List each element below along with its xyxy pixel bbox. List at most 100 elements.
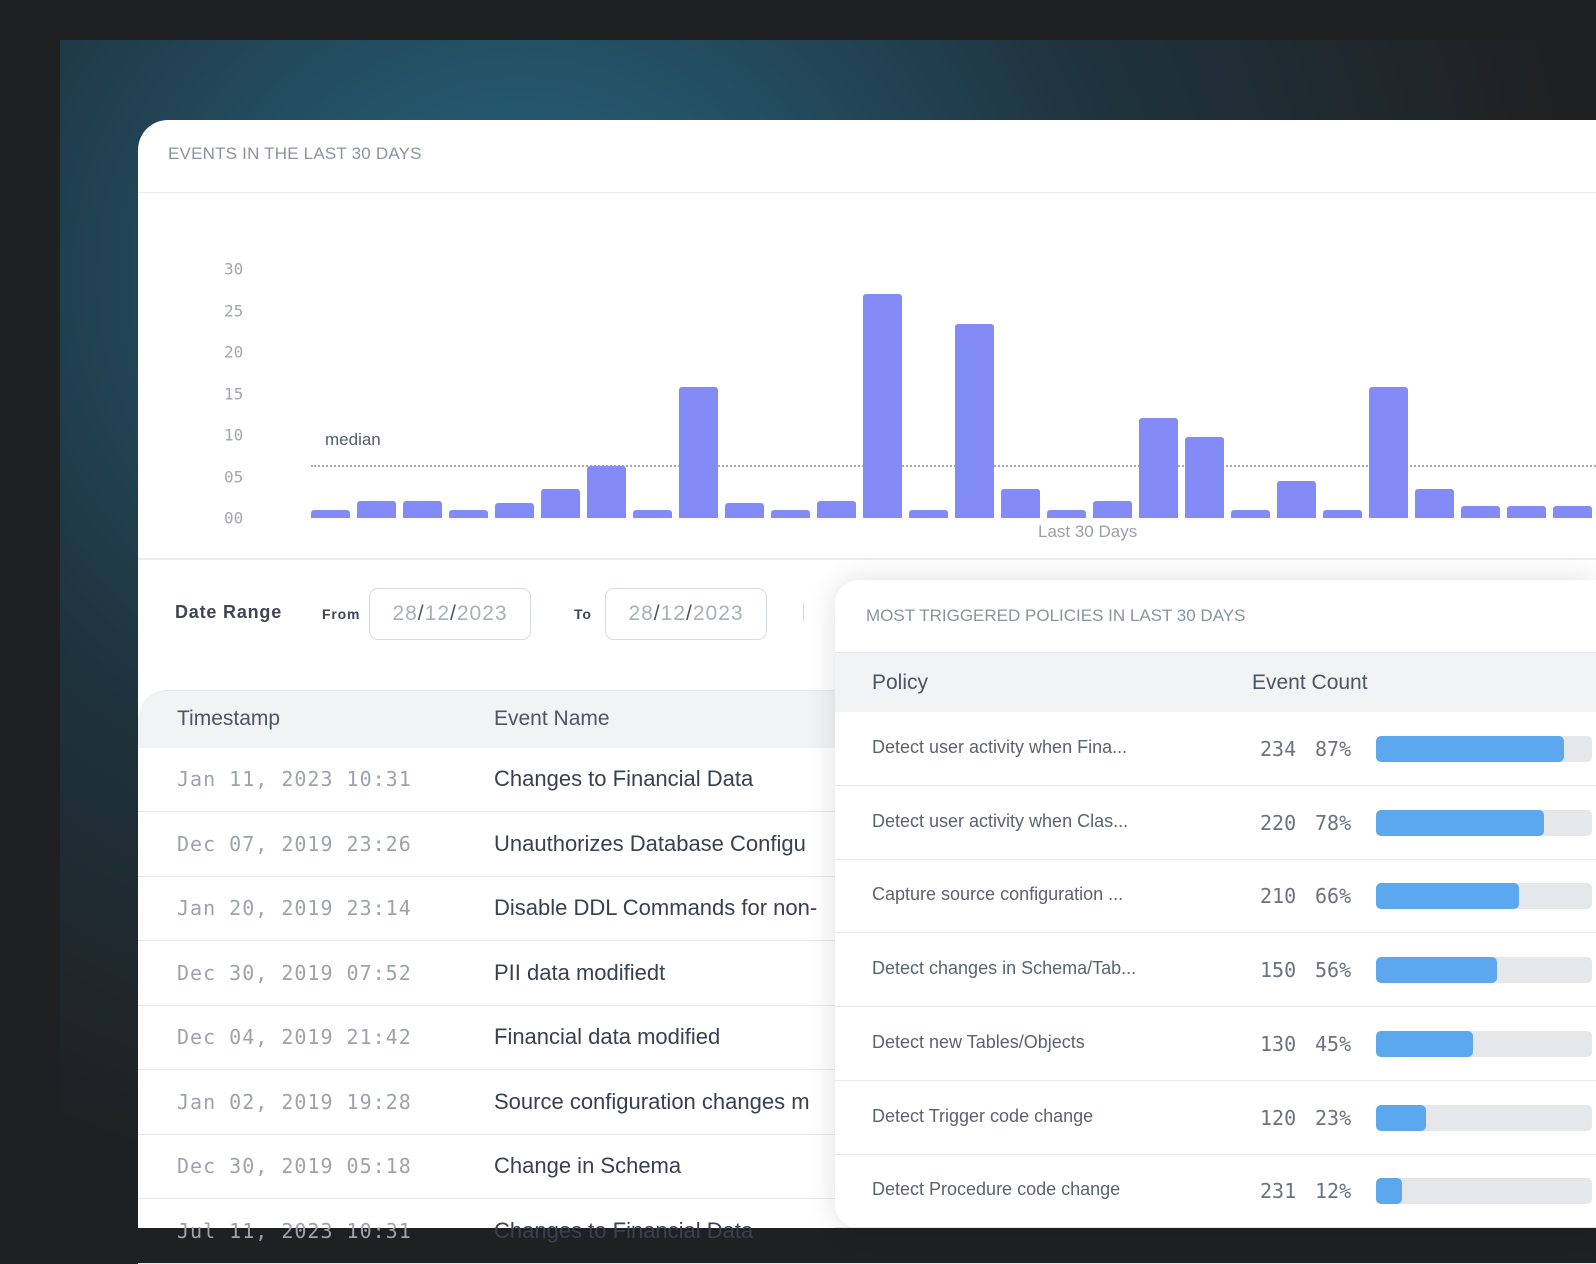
bar[interactable]	[311, 509, 350, 518]
progress-fill	[1376, 1178, 1402, 1205]
policy-name: Detect changes in Schema/Tab...	[872, 958, 1137, 979]
header-event-count[interactable]: Event Count	[1252, 671, 1368, 694]
from-label: From	[322, 606, 361, 622]
from-month: 12	[424, 602, 450, 625]
bar[interactable]	[1553, 505, 1592, 518]
event-name: Unauthorizes Database Configu	[494, 830, 806, 856]
y-tick-label: 20	[224, 342, 244, 362]
bar[interactable]	[1047, 509, 1086, 518]
median-line	[311, 464, 1596, 467]
x-axis-label: Last 30 Days	[1038, 522, 1138, 541]
bar[interactable]	[1323, 509, 1362, 518]
timestamp: Dec 30, 2019 07:52	[177, 960, 412, 985]
bar[interactable]	[587, 465, 626, 518]
bar[interactable]	[1461, 505, 1500, 518]
event-percent: 23%	[1315, 1105, 1352, 1130]
progress-fill	[1376, 1104, 1426, 1131]
policy-name: Detect user activity when Fina...	[872, 737, 1128, 757]
header-timestamp[interactable]: Timestamp	[177, 707, 281, 730]
policy-name: Detect user activity when Clas...	[872, 810, 1129, 831]
bar[interactable]	[1415, 488, 1454, 518]
policy-row[interactable]: Detect user activity when Fina... 234 87%	[835, 712, 1596, 786]
event-count: 234	[1260, 737, 1297, 761]
progress-bar	[1376, 809, 1592, 836]
policy-name: Detect Procedure code change	[872, 1179, 1121, 1200]
event-percent: 45%	[1315, 1031, 1352, 1056]
bar[interactable]	[909, 509, 948, 518]
bar[interactable]	[1093, 501, 1132, 518]
event-percent: 56%	[1315, 958, 1352, 983]
bar[interactable]	[633, 509, 672, 518]
to-year: 2023	[692, 602, 744, 625]
bar[interactable]	[1507, 505, 1546, 518]
policy-row[interactable]: Detect new Tables/Objects 130 45%	[835, 1007, 1596, 1081]
bar[interactable]	[863, 293, 902, 518]
event-count: 120	[1260, 1105, 1297, 1130]
policy-row[interactable]: Detect changes in Schema/Tab... 150 56%	[835, 933, 1596, 1008]
event-name: Changes to Financial Data	[494, 1217, 754, 1243]
bar[interactable]	[1231, 509, 1270, 518]
progress-fill	[1376, 809, 1545, 836]
divider	[138, 192, 1596, 193]
event-count: 130	[1260, 1031, 1297, 1056]
policies-table-header: Policy Event Count	[835, 652, 1596, 712]
y-tick-label: 00	[224, 508, 244, 528]
progress-bar	[1376, 1178, 1592, 1205]
policy-name: Detect new Tables/Objects	[872, 1031, 1085, 1052]
progress-fill	[1376, 957, 1497, 984]
timestamp: Jan 20, 2019 23:14	[177, 896, 412, 920]
bar[interactable]	[679, 386, 718, 518]
bar[interactable]	[725, 503, 764, 518]
event-percent: 12%	[1315, 1179, 1352, 1204]
policy-name: Capture source configuration ...	[872, 884, 1124, 905]
bar[interactable]	[955, 323, 994, 518]
policies-panel: MOST TRIGGERED POLICIES IN LAST 30 DAYS …	[835, 580, 1596, 1229]
bar[interactable]	[1369, 386, 1408, 518]
timestamp: Dec 30, 2019 05:18	[177, 1154, 412, 1178]
separator	[803, 603, 804, 621]
policy-row[interactable]: Detect Trigger code change 120 23%	[835, 1081, 1596, 1155]
event-name: PII data modifiedt	[494, 959, 666, 985]
event-count: 220	[1260, 810, 1297, 835]
date-range-label: Date Range	[175, 602, 283, 622]
y-tick-label: 10	[224, 425, 244, 445]
bar[interactable]	[1139, 418, 1178, 518]
from-date-input[interactable]: 28/12/2023	[369, 588, 531, 640]
event-name: Changes to Financial Data	[494, 766, 754, 791]
y-tick-label: 15	[224, 384, 244, 403]
y-tick-label: 30	[224, 259, 244, 279]
header-policy[interactable]: Policy	[872, 671, 929, 694]
policy-row[interactable]: Detect user activity when Clas... 220 78%	[835, 786, 1596, 860]
policy-row[interactable]: Capture source configuration ... 210 66%	[835, 859, 1596, 934]
bar[interactable]	[1277, 480, 1316, 518]
bar[interactable]	[771, 509, 810, 518]
y-tick-label: 05	[224, 467, 244, 486]
bar[interactable]	[1185, 436, 1224, 518]
progress-fill	[1376, 883, 1519, 910]
event-percent: 87%	[1315, 737, 1352, 761]
table-row[interactable]: Dec 07, 2019 23:26 Unauthorizes Database …	[138, 813, 1596, 877]
header-event-name[interactable]: Event Name	[494, 707, 610, 730]
bar[interactable]	[449, 509, 488, 518]
to-month: 12	[660, 602, 686, 625]
event-count: 231	[1260, 1179, 1297, 1204]
bar[interactable]	[403, 501, 442, 518]
y-tick-label: 25	[224, 301, 244, 320]
to-day: 28	[628, 602, 654, 625]
progress-bar	[1376, 1030, 1592, 1057]
event-count: 210	[1260, 884, 1297, 909]
policy-row[interactable]: Detect Procedure code change 231 12%	[835, 1154, 1596, 1229]
progress-fill	[1376, 736, 1564, 762]
bar[interactable]	[817, 501, 856, 518]
policies-title: MOST TRIGGERED POLICIES IN LAST 30 DAYS	[866, 606, 1246, 625]
bar[interactable]	[357, 501, 396, 518]
timestamp: Jan 11, 2023 10:31	[177, 767, 412, 791]
event-name: Financial data modified	[494, 1024, 721, 1049]
timestamp: Jan 02, 2019 19:28	[177, 1089, 412, 1114]
event-percent: 78%	[1315, 810, 1352, 835]
bar[interactable]	[1001, 488, 1040, 518]
to-date-input[interactable]: 28/12/2023	[605, 588, 767, 640]
bar[interactable]	[495, 503, 534, 518]
event-name: Source configuration changes m	[494, 1088, 810, 1114]
bar[interactable]	[541, 488, 580, 518]
